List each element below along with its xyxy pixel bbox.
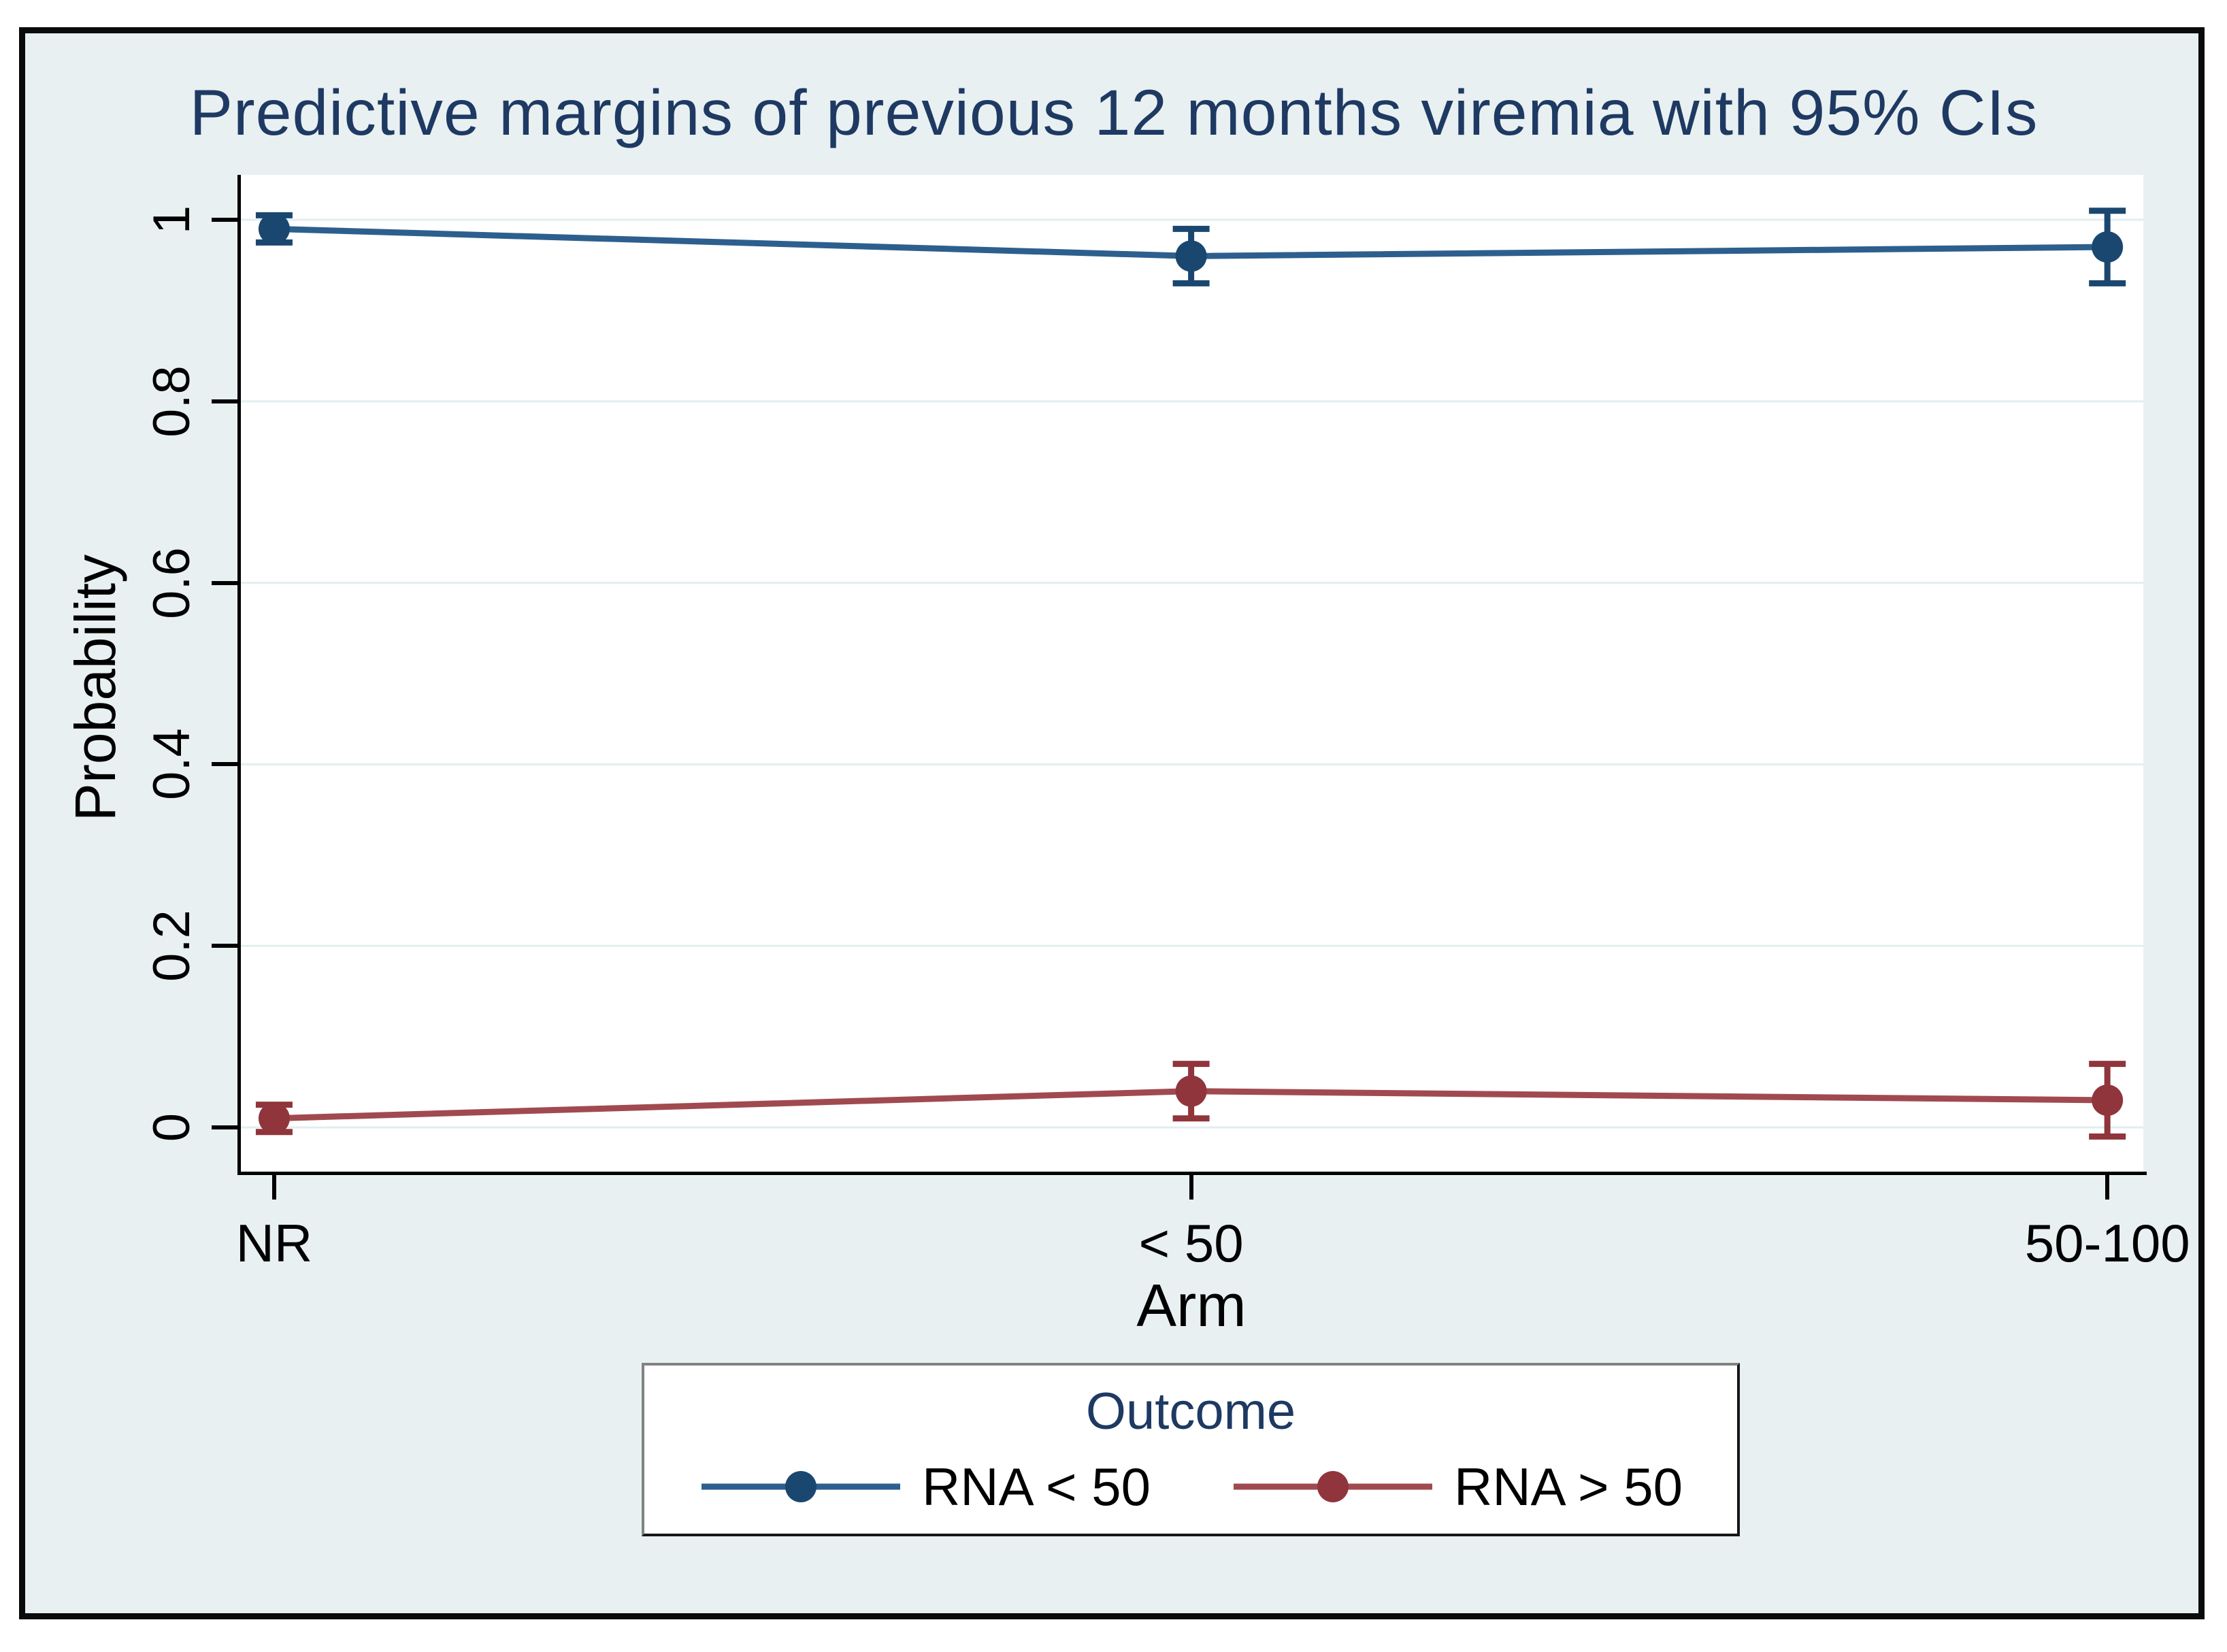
y-axis-title: Probability [63,554,127,822]
y-tick-label: 0.6 [142,546,201,619]
y-tick [212,944,237,948]
y-tick [212,762,237,767]
y-tick [212,399,237,403]
legend-label-rna-lt-50: RNA < 50 [921,1456,1151,1517]
y-tick-label: 0.4 [142,728,201,801]
plot-area [241,175,2143,1172]
y-tick-label: 1 [142,205,201,235]
data-point-marker [1175,240,1207,272]
x-tick [271,1175,276,1200]
y-tick [212,1125,237,1130]
legend-sample-rna-gt-50-icon [1234,1471,1432,1502]
y-tick [212,218,237,222]
x-axis-title: Arm [1136,1272,1247,1339]
x-tick [1189,1175,1193,1200]
y-tick-label: 0 [142,1112,201,1142]
chart-title: Predictive margins of previous 12 months… [189,77,2039,149]
x-tick-label: < 50 [1138,1213,1244,1273]
plot-canvas [241,208,2143,1140]
x-axis-line [237,1172,2147,1175]
legend-entry-rna-lt-50: RNA < 50 [699,1456,1151,1518]
legend-title: Outcome [1085,1383,1296,1440]
y-axis-line [237,175,241,1175]
y-tick [212,580,237,585]
data-point-marker [258,1102,290,1134]
y-tick-label: 0.2 [142,910,201,982]
y-tick-label: 0.8 [142,365,201,437]
data-point-marker [2092,1085,2124,1117]
legend-sample-rna-lt-50-icon [701,1471,900,1502]
data-point-marker [258,213,290,245]
x-tick-label: 50-100 [2024,1213,2190,1273]
legend-entries: RNA < 50 RNA > 50 [644,1453,1737,1521]
legend-label-rna-gt-50: RNA > 50 [1454,1456,1683,1517]
data-point-marker [2092,231,2124,263]
x-tick-label: NR [235,1213,313,1273]
x-tick [2105,1175,2110,1200]
legend-box: Outcome RNA < 50 RNA > 50 [642,1363,1740,1536]
data-point-marker [1175,1075,1207,1107]
legend-entry-rna-gt-50: RNA > 50 [1231,1456,1683,1518]
